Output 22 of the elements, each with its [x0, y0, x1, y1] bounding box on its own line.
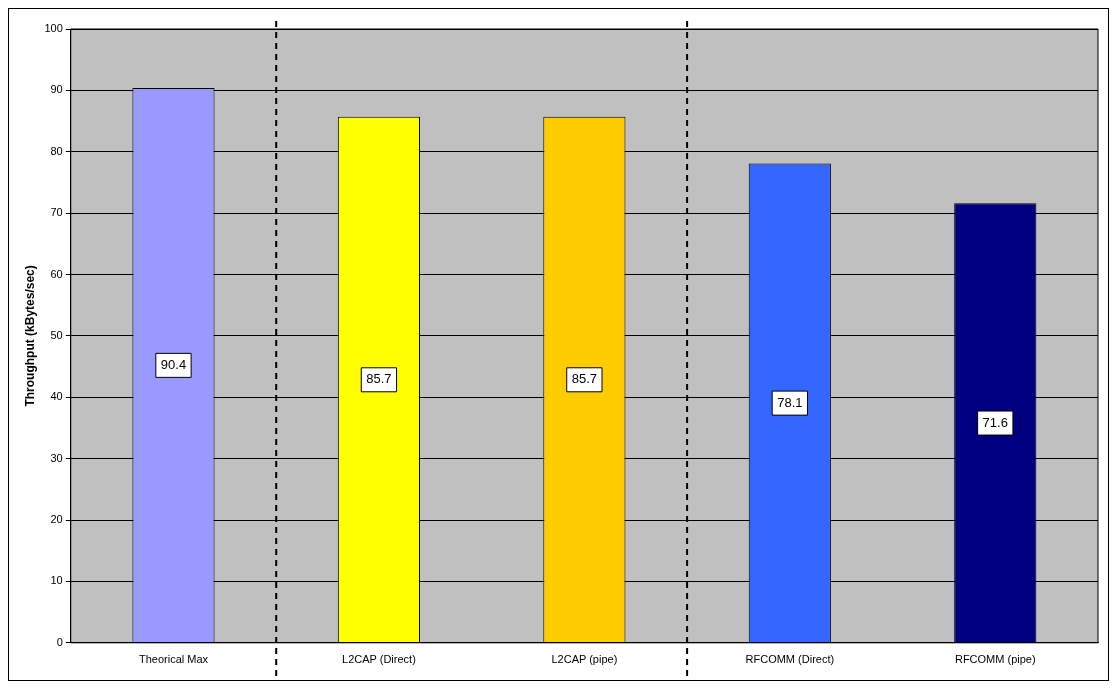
x-tick-label: L2CAP (pipe)	[551, 653, 618, 666]
data-label: 85.7	[571, 371, 598, 387]
x-tick-label: L2CAP (Direct)	[342, 653, 416, 666]
y-tick-label: 90	[50, 83, 63, 96]
y-tick-label: 80	[50, 144, 63, 157]
y-tick-label: 50	[50, 328, 63, 341]
x-tick-label: Theorical Max	[138, 653, 209, 666]
y-tick-label: 100	[44, 22, 63, 35]
data-label: 85.7	[366, 371, 392, 387]
y-tick-label: 10	[50, 574, 63, 587]
data-label: 71.6	[982, 414, 1008, 430]
x-tick-label: RFCOMM (pipe)	[954, 653, 1036, 666]
y-tick-label: 0	[56, 635, 63, 648]
data-label: 78.1	[777, 394, 803, 410]
y-tick-label: 70	[50, 206, 63, 219]
x-tick-label: RFCOMM (Direct)	[745, 653, 835, 666]
y-tick-label: 30	[50, 451, 63, 464]
y-tick-label: 60	[50, 267, 63, 280]
y-tick-label: 40	[50, 390, 63, 403]
data-label: 90.4	[160, 356, 187, 372]
y-axis-title: Throughput (kBytes/sec)	[22, 265, 37, 407]
y-tick-label: 20	[50, 513, 63, 526]
